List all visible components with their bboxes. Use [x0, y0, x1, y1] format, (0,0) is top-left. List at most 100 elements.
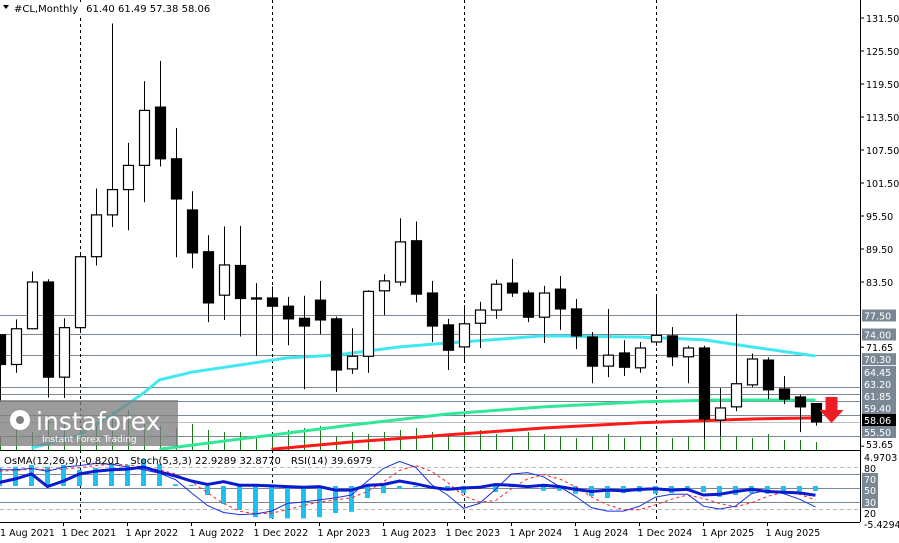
candle-body — [682, 347, 695, 358]
osma-bar — [205, 486, 210, 495]
indicator-axis-label: 80 — [864, 464, 876, 475]
osma-bar — [317, 486, 322, 518]
osma-bar — [0, 468, 2, 486]
candle-body — [650, 334, 663, 343]
candle-body — [762, 359, 775, 391]
indicator-axis-label: 4.9703 — [864, 453, 897, 464]
candle — [298, 295, 311, 390]
level-label: 61.85 — [864, 392, 891, 403]
price-tick-label: 95.50 — [866, 212, 893, 223]
level-label-bg — [862, 353, 896, 366]
level-label-bg — [862, 390, 896, 402]
candle-body — [0, 334, 7, 366]
candle-body — [282, 305, 295, 320]
bid-label: 58.06 — [864, 416, 891, 427]
indicator-axis-label: 20 — [864, 509, 876, 520]
osma-bar — [813, 486, 818, 491]
price-tick-label: 131.50 — [866, 14, 899, 25]
candle — [458, 305, 471, 362]
time-tick-label: 1 Dec 2024 — [638, 528, 693, 539]
candle — [634, 341, 647, 373]
candle — [618, 340, 631, 377]
level-label-bg — [862, 426, 896, 438]
osma-bar — [605, 486, 610, 498]
candle-body — [186, 209, 199, 254]
candle — [26, 271, 39, 330]
candle-body — [106, 189, 119, 216]
symbol-timeframe: #CL,Monthly — [14, 4, 78, 15]
candle-body — [522, 292, 535, 318]
candle — [746, 353, 759, 388]
candle-body — [10, 328, 23, 366]
candle-body — [90, 214, 103, 258]
candle-body — [42, 281, 55, 378]
candle — [90, 188, 103, 266]
osma-bar — [349, 486, 354, 512]
candle — [138, 81, 151, 203]
candle — [538, 285, 551, 344]
candle-body — [810, 402, 823, 423]
candle-body — [426, 292, 439, 327]
candle — [442, 318, 455, 370]
candle-body — [298, 317, 311, 327]
candle-body — [618, 352, 631, 368]
candle-body — [490, 283, 503, 311]
time-tick-label: 1 Apr 2023 — [318, 528, 371, 539]
time-tick-label: 1 Dec 2021 — [62, 528, 117, 539]
candle-body — [202, 251, 215, 304]
candle-body — [330, 318, 343, 371]
dropdown-triangle-icon[interactable] — [3, 5, 9, 9]
osma-bar — [173, 484, 178, 486]
indicator-panel — [0, 459, 860, 519]
osma-bar — [45, 466, 50, 486]
candle — [490, 279, 503, 319]
level-label-bg — [862, 378, 896, 390]
candle-body — [394, 241, 407, 283]
candle — [10, 319, 23, 373]
osma-bar — [109, 463, 114, 486]
candle — [682, 345, 695, 384]
time-tick-label: 1 Aug 2022 — [190, 528, 245, 539]
osma-bar — [61, 465, 66, 486]
candle-body — [506, 282, 519, 294]
candle — [282, 296, 295, 346]
instaforex-logo: instaforex Instant Forex Trading — [0, 400, 178, 446]
candle — [506, 258, 519, 297]
osma-bar — [77, 469, 82, 486]
moving-average-line — [271, 416, 816, 451]
candle-body — [58, 327, 71, 378]
osma-bar — [269, 486, 274, 519]
candle — [714, 388, 727, 436]
rsi-line — [0, 465, 816, 497]
price-tick-label: 71.65 — [866, 343, 893, 354]
osma-bar — [141, 459, 146, 486]
candle-body — [410, 240, 423, 295]
candle — [74, 252, 87, 333]
candle — [314, 280, 327, 335]
time-tick-label: 1 Apr 2024 — [510, 528, 563, 539]
osma-bar — [461, 486, 466, 494]
down-arrow-icon — [819, 397, 844, 423]
candle-body — [74, 256, 87, 329]
candle-body — [138, 109, 151, 167]
candle — [378, 274, 391, 315]
time-tick-label: 1 Aug 2024 — [574, 528, 629, 539]
osma-bar — [381, 486, 386, 494]
candle — [250, 283, 263, 356]
candle-body — [346, 355, 359, 370]
candle-body — [122, 164, 135, 191]
indicator-label-bg — [862, 484, 878, 496]
price-tick-label: 101.50 — [866, 179, 899, 190]
candle — [810, 402, 823, 426]
candle — [170, 128, 183, 258]
indicator-label-bg — [862, 496, 878, 508]
candle-body — [602, 354, 615, 367]
rsi-readout: RSI(14) 39.6979 — [291, 456, 372, 467]
osma-bar — [781, 486, 786, 492]
candle — [346, 328, 359, 374]
candle-body — [746, 358, 759, 386]
candle-body — [234, 264, 247, 300]
candle — [778, 376, 791, 405]
candle-body — [794, 396, 807, 408]
